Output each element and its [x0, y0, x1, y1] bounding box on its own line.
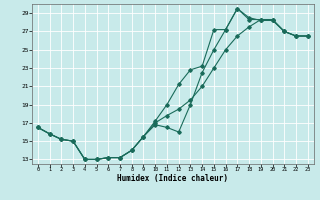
X-axis label: Humidex (Indice chaleur): Humidex (Indice chaleur) [117, 174, 228, 183]
